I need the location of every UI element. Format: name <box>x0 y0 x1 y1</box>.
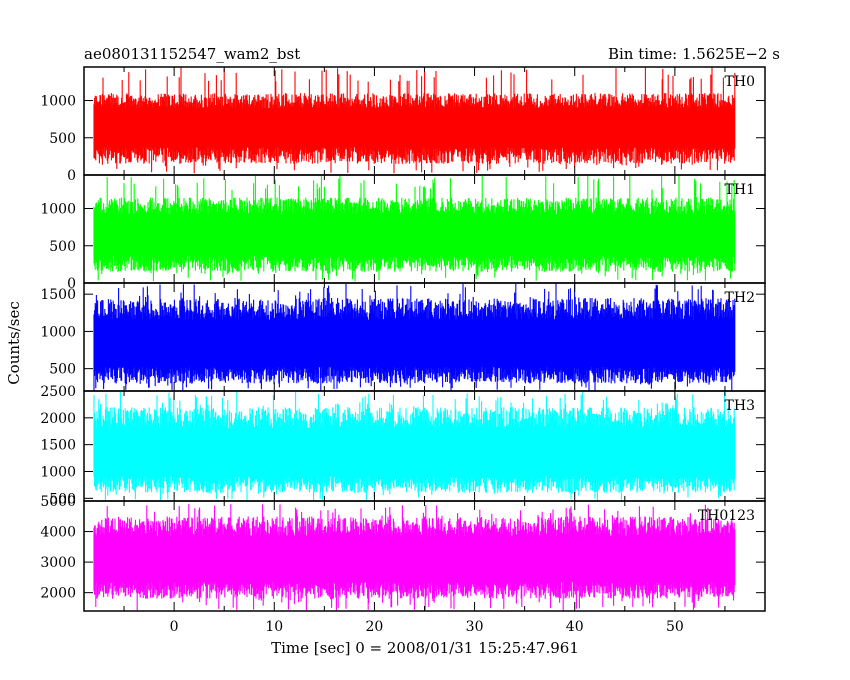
y-tick-label: 1000 <box>40 324 76 340</box>
y-tick-label: 4000 <box>40 525 76 541</box>
x-tick-label: 0 <box>170 619 179 635</box>
y-tick-label: 500 <box>49 131 76 147</box>
y-tick-label: 1500 <box>40 438 76 454</box>
y-tick-label: 1000 <box>40 94 76 110</box>
y-tick-label: 500 <box>49 362 76 378</box>
y-tick-label: 1500 <box>40 287 76 303</box>
y-tick-label: 2000 <box>40 411 76 427</box>
panel-th2-label: TH2 <box>725 290 755 306</box>
panels-group: TH005001000TH105001000TH250010001500TH35… <box>40 66 766 635</box>
x-tick-label: 30 <box>466 619 484 635</box>
y-tick-label: 500 <box>49 491 76 507</box>
y-axis-label: Counts/sec <box>5 301 23 385</box>
y-tick-label: 2500 <box>40 384 76 400</box>
y-tick-label: 2000 <box>40 586 76 602</box>
y-tick-label: 1000 <box>40 464 76 480</box>
panel-th3-label: TH3 <box>725 398 755 414</box>
panel-th0-label: TH0 <box>725 74 755 90</box>
series-th2-trace <box>93 283 736 391</box>
x-tick-label: 40 <box>566 619 584 635</box>
x-axis-label: Time [sec] 0 = 2008/01/31 15:25:47.961 <box>271 639 579 657</box>
y-tick-label: 3000 <box>40 555 76 571</box>
bin-time-label: Bin time: 1.5625E−2 s <box>608 45 780 63</box>
y-tick-label: 0 <box>67 168 76 184</box>
series-th1-trace <box>93 175 736 282</box>
panel-th1-label: TH1 <box>725 182 755 198</box>
y-tick-label: 500 <box>49 239 76 255</box>
series-th0-trace <box>93 67 736 174</box>
x-tick-label: 50 <box>666 619 684 635</box>
x-tick-label: 10 <box>265 619 283 635</box>
series-th0123-trace <box>93 504 736 611</box>
panel-th0123-label: TH0123 <box>698 508 755 524</box>
y-tick-label: 5000 <box>40 494 76 510</box>
y-tick-label: 1000 <box>40 202 76 218</box>
x-tick-label: 20 <box>366 619 384 635</box>
y-tick-label: 0 <box>67 276 76 292</box>
chart-title: ae080131152547_wam2_bst <box>84 45 300 63</box>
series-th3-trace <box>93 391 736 501</box>
